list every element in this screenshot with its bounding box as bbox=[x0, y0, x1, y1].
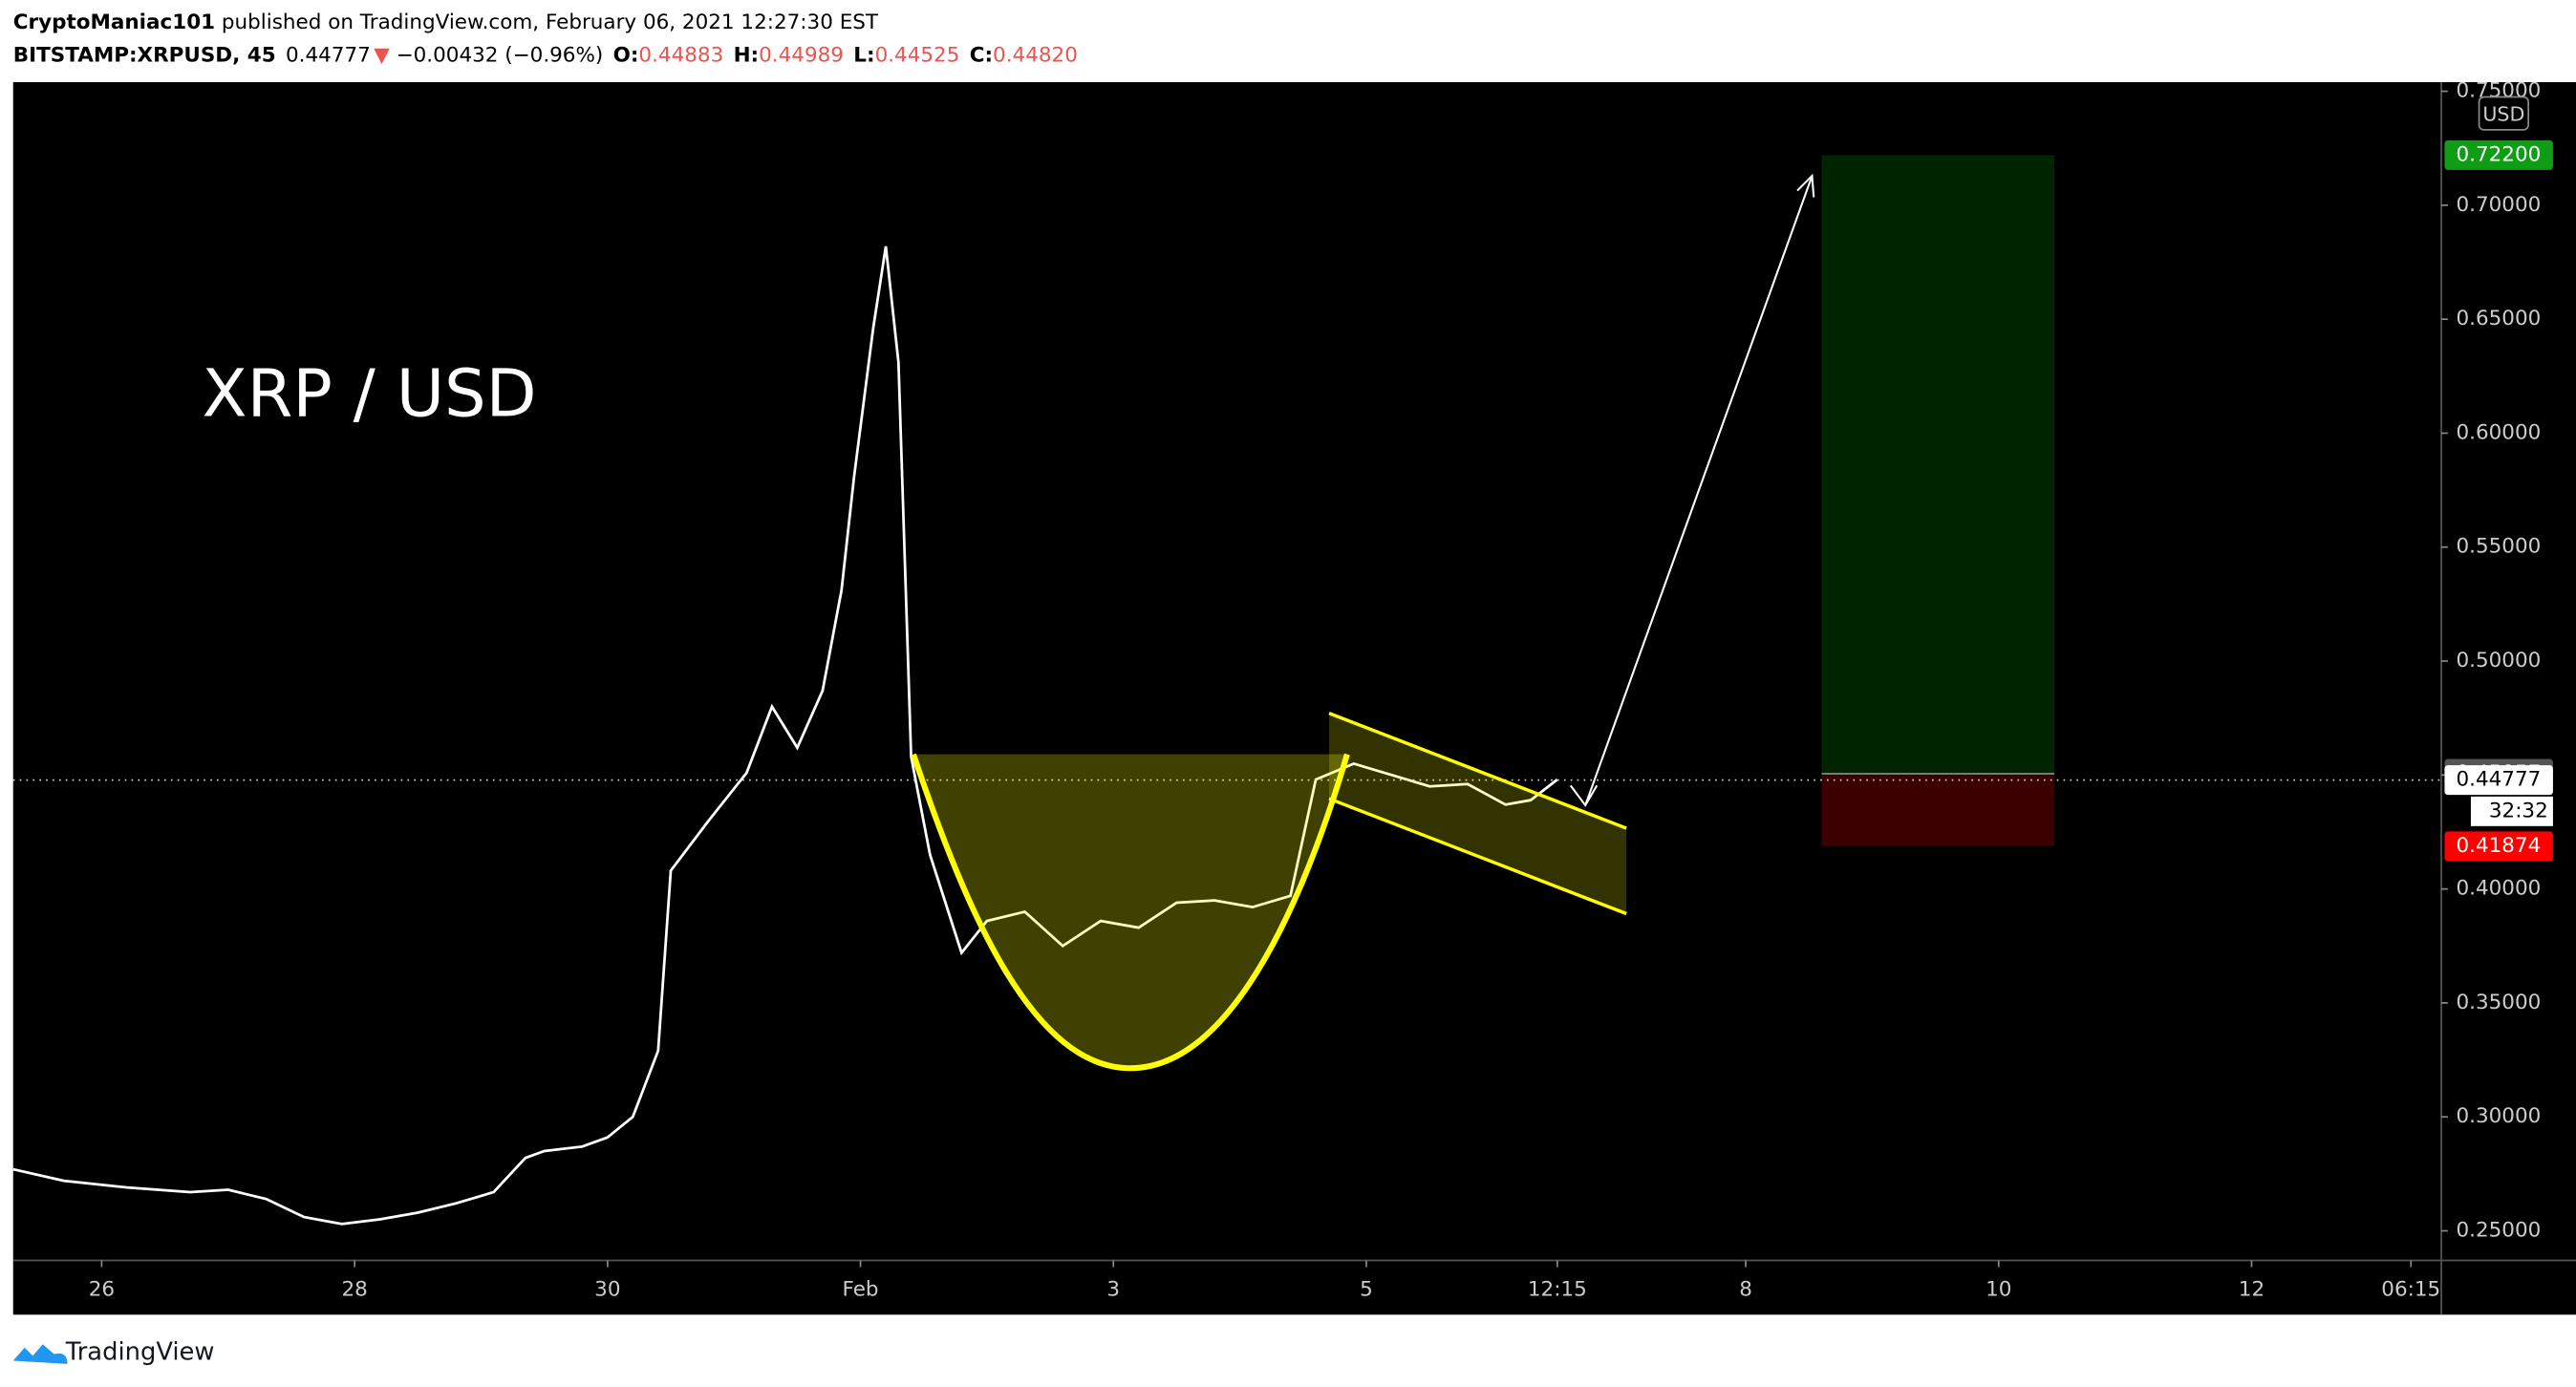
flag-line bbox=[1328, 797, 1627, 916]
ohlc-key: L: bbox=[853, 43, 874, 67]
ohlc-key: H: bbox=[734, 43, 760, 67]
x-tick-label: Feb bbox=[843, 1277, 879, 1301]
projection-arrow bbox=[1584, 175, 1814, 806]
y-tick-label: 0.35000 bbox=[2456, 991, 2541, 1014]
price-tag bbox=[2444, 831, 2553, 862]
y-tick-label: 0.30000 bbox=[2456, 1104, 2541, 1128]
symbol-line: BITSTAMP:XRPUSD, 45 0.44777 ▼ −0.00432 (−0.… bbox=[13, 43, 1078, 67]
last: 0.44777 bbox=[286, 43, 371, 67]
x-tick-label: 3 bbox=[1106, 1277, 1120, 1301]
ohlc: O:0.44883 H:0.44989 L:0.44525 C:0.44820 bbox=[613, 43, 1078, 67]
arrow-tail bbox=[1569, 784, 1599, 807]
x-tick-label: 30 bbox=[594, 1277, 620, 1301]
published: published on TradingView.com, February 0… bbox=[215, 11, 879, 34]
price-tag-label: 0.41874 bbox=[2456, 834, 2541, 858]
y-tick-label: 0.55000 bbox=[2456, 535, 2541, 559]
y-tick-label: 0.65000 bbox=[2456, 307, 2541, 331]
time-axis bbox=[12, 1260, 2576, 1315]
brand: TradingView bbox=[65, 1337, 215, 1366]
ohlc-value: 0.44525 bbox=[875, 43, 960, 67]
x-tick-label: 8 bbox=[1739, 1277, 1752, 1301]
publisher-line: CryptoManiac101 published on TradingView… bbox=[13, 11, 879, 34]
ohlc-value: 0.44883 bbox=[638, 43, 723, 67]
author: CryptoManiac101 bbox=[13, 11, 215, 34]
price-line bbox=[12, 245, 1558, 1226]
x-tick-label: 12:15 bbox=[1528, 1277, 1587, 1301]
symbol: BITSTAMP:XRPUSD, 45 bbox=[13, 43, 276, 67]
ohlc-value: 0.44820 bbox=[993, 43, 1078, 67]
x-tick-label: 12 bbox=[2239, 1277, 2265, 1301]
change: −0.00432 (−0.96%) bbox=[397, 43, 604, 67]
y-tick-label: 0.50000 bbox=[2456, 649, 2541, 672]
x-tick-label: 26 bbox=[89, 1277, 115, 1301]
x-tick-label: 5 bbox=[1360, 1277, 1373, 1301]
plot bbox=[12, 155, 2442, 1226]
currency-box bbox=[2478, 96, 2529, 131]
price-tag bbox=[2444, 765, 2553, 796]
flag-line bbox=[1328, 712, 1627, 830]
brand-logo bbox=[12, 1344, 68, 1364]
x-tick-label: 06:15 bbox=[2381, 1277, 2440, 1301]
countdown: 32:32 bbox=[2489, 799, 2548, 822]
price-axis bbox=[2441, 82, 2576, 1261]
price-tag-label: 0.44777 bbox=[2456, 768, 2541, 792]
chart-area bbox=[12, 82, 2442, 1261]
flag-fill bbox=[1328, 713, 1627, 914]
price-tag-label: 0.72200 bbox=[2456, 142, 2541, 166]
target-zone bbox=[1821, 155, 2054, 774]
y-tick-label: 0.70000 bbox=[2456, 193, 2541, 217]
ohlc-key: C: bbox=[970, 43, 993, 67]
ohlc-key: O: bbox=[613, 43, 639, 67]
price-tag bbox=[2444, 139, 2553, 170]
x-tick-label: 28 bbox=[341, 1277, 367, 1301]
y-tick-label: 0.40000 bbox=[2456, 877, 2541, 901]
ohlc-value: 0.44989 bbox=[759, 43, 844, 67]
axes: 0.250000.300000.350000.400000.450000.500… bbox=[89, 79, 2553, 1302]
chart-title: XRP / USD bbox=[202, 355, 536, 432]
down-arrow: ▼ bbox=[374, 43, 390, 67]
currency: USD bbox=[2482, 102, 2524, 125]
stop-zone bbox=[1821, 773, 2054, 846]
countdown-box bbox=[2470, 796, 2553, 826]
arrow-head bbox=[1796, 173, 1815, 198]
cup-fill bbox=[912, 754, 1347, 1069]
y-tick-label: 0.60000 bbox=[2456, 420, 2541, 444]
x-tick-label: 10 bbox=[1986, 1277, 2011, 1301]
y-tick-label: 0.25000 bbox=[2456, 1219, 2541, 1243]
cup-curve bbox=[911, 753, 1350, 1072]
